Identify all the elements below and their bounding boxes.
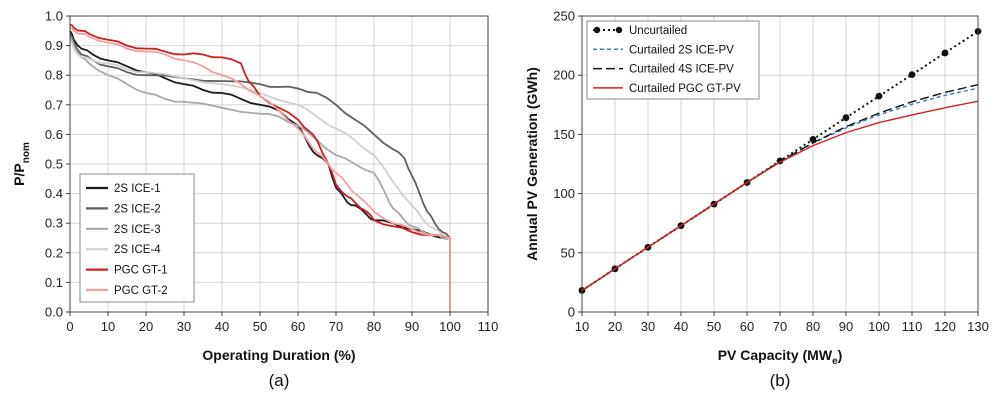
panel-b-label: (b) [770,371,791,390]
legend-label-2s-ice-2: 2S ICE-2 [114,203,161,215]
legend-label-curtailed-pgc-gt-pv: Curtailed PGC GT-PV [629,83,741,95]
panel-b-y-tick-label: 150 [553,127,575,142]
panel-a-legend-box [79,173,195,303]
data-point-uncurtailed [875,92,883,100]
panel-b-x-ticks: 10 20 30 40 50 60 70 80 90 100 110 120 130 [575,312,989,334]
panel-a-y-tick-label: 0.6 [45,127,63,142]
panel-b-x-axis-title-main: PV Capacity (MW [718,347,833,363]
panel-b-y-tick-label: 250 [553,9,575,24]
panel-b-x-axis-title-suffix: ) [838,347,843,363]
panel-b-x-tick-label: 40 [674,319,688,334]
panel-b-x-tick-label: 130 [967,319,989,334]
panel-b: 10 20 30 40 50 60 70 80 90 100 110 120 130 0 50 100 150… [524,9,989,391]
legend-label-pgc-gt-2: PGC GT-2 [114,285,168,297]
panel-b-y-tick-label: 50 [561,245,575,260]
panel-b-x-tick-label: 30 [641,319,655,334]
panel-a-y-axis-title-main: P/P [11,163,27,186]
panel-a-y-tick-label: 0.4 [45,186,63,201]
panel-a-y-tick-label: 0.9 [45,38,63,53]
legend-marker-uncurtailed [615,26,623,34]
panel-a-x-tick-label: 100 [439,319,461,334]
panel-b-x-axis-title: PV Capacity (MWe) [718,347,843,367]
panel-a-y-tick-label: 0.8 [45,68,63,83]
legend-label-uncurtailed: Uncurtailed [629,25,687,37]
panel-a-x-tick-label: 110 [478,319,499,334]
panel-a-x-tick-label: 50 [253,319,267,334]
panel-a-series [69,24,451,312]
panel-b-x-tick-label: 110 [902,319,923,334]
panel-a-x-tick-label: 10 [101,319,115,334]
legend-label-pgc-gt-1: PGC GT-1 [114,265,168,277]
panel-b-x-tick-label: 20 [608,319,622,334]
legend-marker-uncurtailed [593,26,601,34]
panel-b-legend-box [586,20,760,100]
legend-label-curtailed-4s-ice-pv: Curtailed 4S ICE-PV [629,64,734,76]
data-point-uncurtailed [809,135,817,143]
panel-b-x-tick-label: 70 [773,319,787,334]
panel-a-y-tick-label: 0.7 [45,97,63,112]
panel-b-x-tick-label: 80 [806,319,820,334]
series-line-curtailed-pgc-gt-pv [581,100,979,292]
data-point-uncurtailed [908,71,916,79]
panel-a-y-tick-label: 0.0 [45,305,63,320]
panel-b-x-axis-title-sub: e [832,356,838,367]
data-point-uncurtailed [842,114,850,122]
panel-a-y-axis-title-sub: nom [21,142,32,163]
panel-a-x-axis-title: Operating Duration (%) [202,347,355,363]
panel-b-x-tick-label: 90 [839,319,853,334]
panel-a-y-tick-label: 0.2 [45,245,63,260]
panel-b-x-tick-label: 10 [575,319,589,334]
panel-a-x-tick-label: 90 [405,319,419,334]
panel-b-x-tick-label: 50 [707,319,721,334]
legend-label-2s-ice-1: 2S ICE-1 [114,183,161,195]
panel-a-legend: 2S ICE-1 2S ICE-2 2S ICE-3 2S ICE-4 PGC GT-1… [79,173,195,303]
panel-a-label: (a) [269,371,290,390]
panel-b-x-tick-label: 120 [934,319,956,334]
series-line-pgc-gt-2 [69,26,451,312]
panel-a-x-tick-label: 40 [215,319,229,334]
panel-a-x-tick-label: 20 [139,319,153,334]
panel-b-y-axis-title: Annual PV Generation (GWh) [524,67,540,261]
panel-a-x-ticks: 0 10 20 30 40 50 60 70 80 90 100 110 [66,312,498,334]
panel-a-x-tick-label: 30 [177,319,191,334]
panel-a: 0 10 20 30 40 50 60 70 80 90 100 110 0.00.10.20.30.… [11,9,498,391]
panel-a-x-tick-label: 80 [367,319,381,334]
series-line-2s-ice-2 [69,33,451,312]
panel-b-y-ticks: 0 50 100 150 200 250 [553,9,582,320]
panel-b-y-tick-label: 200 [553,68,575,83]
panel-b-y-tick-label: 100 [553,186,575,201]
legend-label-curtailed-2s-ice-pv: Curtailed 2S ICE-PV [629,44,734,56]
panel-b-x-tick-label: 100 [868,319,890,334]
panel-a-y-axis-title: P/Pnom [11,142,32,186]
panel-a-x-tick-label: 60 [291,319,305,334]
panel-a-y-ticks: 0.0 0.1 0.2 0.3 0.4 0.5 0.6 0.7 0.8 0.9 1.0 [45,9,70,320]
legend-label-2s-ice-4: 2S ICE-4 [114,244,161,256]
panel-b-x-tick-label: 60 [740,319,754,334]
panel-a-x-tick-label: 70 [329,319,343,334]
panel-a-y-tick-label: 1.0 [45,9,63,24]
panel-a-y-tick-label: 0.3 [45,216,63,231]
panel-a-x-tick-label: 0 [66,319,73,334]
panel-b-legend: Uncurtailed Curtailed 2S ICE-PV Curtailed … [586,20,760,100]
legend-label-2s-ice-3: 2S ICE-3 [114,224,161,236]
series-line-2s-ice-3 [69,36,451,312]
panel-b-y-tick-label: 0 [568,305,575,320]
panel-a-y-tick-label: 0.5 [45,157,63,172]
data-point-uncurtailed [941,49,949,57]
panel-a-y-tick-label: 0.1 [45,275,63,290]
series-line-2s-ice-4 [69,39,451,312]
